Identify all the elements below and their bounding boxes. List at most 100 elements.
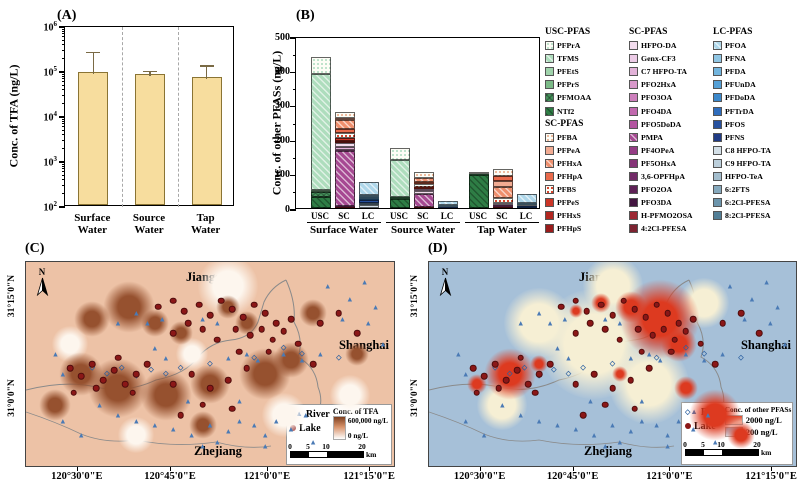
y-axis-minor-tick	[62, 44, 65, 46]
bar-segment-C7 HFPO-TA	[414, 188, 434, 191]
legend-item-label: PFO5DoDA	[641, 119, 682, 129]
legend-item: C7 HFPO-TA	[629, 65, 713, 78]
river-site-triangle: ▲	[748, 293, 756, 303]
river-site-triangle: ▲	[762, 277, 771, 287]
bar-tfa	[135, 74, 165, 205]
legend-item-label: PMPA	[641, 132, 663, 142]
y-axis-minor-tick	[62, 75, 65, 77]
y-axis-minor-tick	[62, 140, 65, 142]
river-site-triangle: ▲	[261, 440, 269, 450]
bar-segment-C8 HFPO-TA	[359, 205, 379, 208]
river-site-diamond: ◇	[738, 353, 744, 362]
legend-item-label: PFDA	[725, 67, 746, 77]
y-axis-minor-tick	[62, 130, 65, 132]
y-axis-minor-tick	[62, 185, 65, 187]
river-site-triangle: ▲	[586, 395, 595, 405]
legend-swatch-PFBA	[545, 132, 554, 142]
y-axis-tick	[290, 209, 296, 211]
x-group-label: Surface Water	[310, 224, 378, 236]
lake-site-dot	[631, 305, 638, 313]
legend-item-label: PFNS	[725, 132, 745, 142]
legend-item: PFHpS	[545, 222, 629, 235]
legend-swatch-PFPrA	[545, 41, 554, 51]
lake-site-dot	[180, 307, 188, 315]
bar-segment-PFOS	[517, 205, 537, 208]
lake-site-dot	[217, 297, 225, 305]
legend-item: PFO5DoDA	[629, 118, 713, 131]
lake-circle-icon	[685, 423, 691, 429]
legend-swatch-6:2FTS	[713, 185, 722, 195]
heatmap-hotspot	[140, 309, 169, 338]
lake-site-dot	[598, 301, 605, 309]
river-site-triangle: ▲	[224, 426, 233, 436]
legend-item: 3,6-OPFHpA	[629, 170, 713, 183]
y-axis-tick	[290, 37, 296, 39]
legend-pfas-title: Conc. of other PFASs	[724, 405, 792, 414]
lake-site-dot	[169, 330, 177, 337]
lake-site-dot	[697, 340, 704, 347]
legend-swatch-4:2Cl-PFESA	[629, 224, 638, 234]
lake-site-dot	[88, 360, 96, 368]
river-site-diamond: ◇	[251, 353, 257, 362]
legend-item: PFTrDA	[713, 104, 797, 117]
bar-segment-PFOA	[517, 194, 537, 203]
legend-river-label: River	[305, 408, 330, 420]
y-axis-minor-tick	[62, 30, 65, 32]
river-site-triangle: ▲	[151, 342, 159, 352]
lake-site-dot	[77, 372, 85, 380]
lake-site-dot	[228, 305, 236, 313]
legend-item: HFPO-TeA	[713, 170, 797, 183]
lake-site-dot	[689, 315, 697, 323]
legend-item: PFPeS	[545, 196, 629, 209]
river-site-triangle: ▲	[143, 318, 152, 328]
legend-item: 6:2Cl-PFESA	[713, 196, 797, 209]
river-site-triangle: ▲	[184, 395, 192, 405]
panel-d-ytick-top: 31°15'0"N	[410, 274, 420, 318]
heatmap-layer	[26, 262, 394, 466]
lake-site-dot	[188, 370, 195, 378]
heatmap-hotspot	[483, 348, 536, 401]
legend-item-label: HFPO-DA	[641, 41, 677, 51]
river-site-triangle: ▲	[601, 440, 609, 450]
x-group-label: Source Water	[390, 224, 456, 236]
heatmap-hotspot	[39, 388, 72, 421]
x-axis-tick	[669, 467, 671, 471]
heatmap-hotspot	[190, 364, 230, 405]
y-axis-tick-label: 105	[43, 65, 58, 79]
y-axis-minor-tick	[62, 57, 65, 59]
scale-number: 5	[306, 442, 310, 451]
lake-site-dot	[711, 360, 719, 368]
bar-segment-PFBA	[493, 169, 513, 176]
river-site-triangle: ▲	[627, 353, 635, 363]
bar-segment-PFHxA	[335, 120, 355, 130]
lake-site-dot	[671, 336, 679, 343]
error-bar-cap	[199, 65, 214, 67]
river-site-triangle: ▲	[346, 293, 354, 303]
legend-item-label: PFNA	[725, 54, 746, 64]
legend-lake-label: Lake	[299, 422, 321, 434]
x-axis-tick-label: 120°45'0"E	[546, 471, 599, 482]
bar-segment-NTf2	[390, 199, 410, 208]
bar-segment-PFPeA	[493, 181, 513, 188]
scale-bar	[290, 451, 364, 458]
river-site-triangle: ▲	[250, 420, 258, 430]
river-site-diamond: ◇	[507, 369, 513, 378]
river-site-triangle: ▲	[461, 369, 470, 379]
bar-segment-HFPO-DA	[335, 143, 355, 148]
legend-item: PFNA	[713, 52, 797, 65]
legend-swatch-8:2Cl-PFESA	[713, 211, 722, 221]
heatmap-hotspot	[74, 301, 111, 338]
lake-site-dot	[546, 360, 554, 368]
legend-item: 6:2FTS	[713, 183, 797, 196]
legend-swatch-PFOS	[713, 119, 722, 129]
river-site-triangle: ▲	[151, 420, 159, 430]
river-site-triangle: ▲	[235, 416, 244, 426]
map-other-pfas: N Jiangsu Shanghai Zhejiang ◇ ▲ River La…	[428, 261, 797, 467]
legend-section-header: LC-PFAS	[713, 27, 753, 37]
river-site-triangle: ▲	[162, 353, 170, 363]
legend-pfas-low: 200 ng/L	[745, 427, 778, 437]
legend-swatch-PFO3DA	[629, 198, 638, 208]
lake-site-dot	[169, 297, 177, 305]
lake-site-dot	[261, 309, 269, 317]
legend-item-label: PFPeA	[557, 145, 581, 155]
